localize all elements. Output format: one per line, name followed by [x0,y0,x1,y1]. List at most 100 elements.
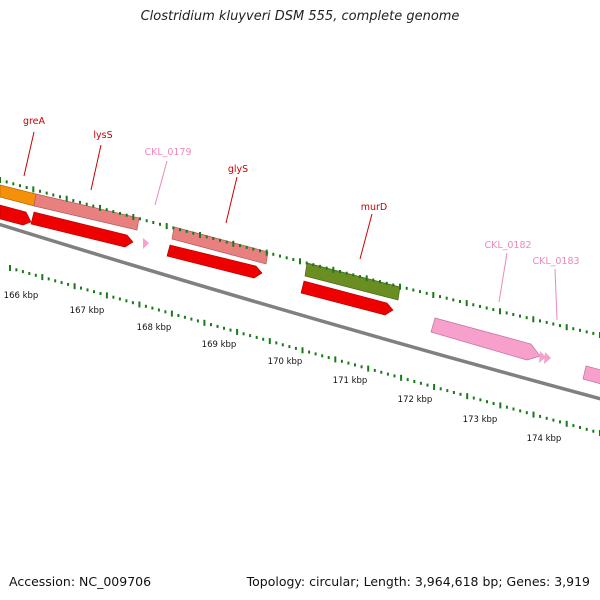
cds-glyS[interactable] [166,244,263,279]
inner-minor-tick [86,288,89,292]
inner-minor-tick [552,418,555,422]
inner-major-tick [203,319,206,326]
outer-minor-tick [452,298,455,302]
label-glyS: glyS [228,164,248,175]
inner-minor-tick [229,328,232,332]
label-murD: murD [361,202,388,213]
inner-minor-tick [314,352,317,356]
gene-murD[interactable] [304,262,401,301]
inner-minor-tick [419,381,422,385]
inner-minor-tick [439,387,442,391]
inner-tick-ring [9,265,600,436]
tick-label-172: 172 kbp [398,395,433,405]
outer-minor-tick [339,270,341,273]
outer-minor-tick [485,306,488,310]
label-greA: greA [23,116,46,127]
inner-minor-tick [210,323,212,327]
outer-minor-tick [512,313,515,316]
outer-minor-tick [412,288,415,292]
outer-minor-tick [479,304,481,308]
inner-major-tick [170,310,173,317]
gene-next[interactable] [582,365,600,385]
inner-minor-tick [47,277,50,281]
inner-major-tick [565,420,568,427]
outer-minor-tick [145,219,148,223]
outer-major-tick [265,249,268,256]
outer-minor-tick [179,228,181,232]
outer-minor-tick [585,330,588,334]
inner-major-tick [499,402,502,409]
inner-major-tick [466,393,469,400]
genome-info-text: Topology: circular; Length: 3,964,618 bp… [246,574,590,589]
outer-minor-tick [192,231,195,235]
outer-minor-tick [139,217,141,221]
inner-minor-tick [255,335,258,339]
tick-label-174: 174 kbp [527,434,562,444]
gene-track [0,184,600,385]
leader-CKL-0182 [498,252,508,303]
gene-CKL-0179[interactable] [143,238,149,249]
inner-minor-tick [406,378,409,382]
inner-minor-tick [308,350,311,354]
inner-minor-tick [486,400,488,404]
tick-label-168: 168 kbp [137,323,172,333]
gene-glyS[interactable] [171,226,269,265]
outer-minor-tick [539,319,541,323]
inner-minor-tick [275,341,278,345]
inner-major-tick [138,301,141,308]
outer-major-tick [299,258,301,265]
outer-minor-tick [272,252,275,256]
backbone-arc [0,222,600,401]
inner-minor-tick [592,429,595,433]
outer-minor-tick [459,300,461,303]
outer-minor-tick [292,258,295,261]
outer-major-tick [465,300,468,307]
tick-label-170: 170 kbp [268,357,303,367]
outer-minor-tick [225,240,228,244]
inner-minor-tick [380,370,383,374]
cds-lysS[interactable] [30,211,134,248]
outer-minor-tick [325,266,328,270]
leader-CKL-0179 [154,160,168,206]
tick-label-171: 171 kbp [333,376,368,386]
outer-major-tick [165,223,168,230]
cds-greA[interactable] [0,204,32,226]
gene-CKL-0182[interactable] [430,317,541,361]
gene-lysS[interactable] [33,193,140,231]
inner-minor-tick [360,365,363,369]
gene-CKL-0183[interactable] [539,351,546,363]
tick-label-169: 169 kbp [202,340,237,350]
inner-minor-tick [288,345,291,349]
outer-minor-tick [45,191,48,195]
outer-major-tick [365,275,368,282]
inner-minor-tick [281,343,284,347]
outer-minor-tick [405,286,408,290]
inner-minor-tick [393,374,396,378]
outer-minor-tick [319,264,321,268]
outer-minor-tick [425,291,428,295]
outer-minor-tick [172,226,175,230]
inner-minor-tick [585,427,588,431]
cds-murD[interactable] [300,280,394,316]
outer-minor-tick [245,245,248,249]
inner-minor-tick [327,356,330,360]
gene-greA[interactable] [0,184,37,207]
outer-minor-tick [152,221,155,224]
inner-minor-tick [525,411,528,415]
inner-minor-tick [151,306,154,310]
inner-minor-tick [93,290,95,294]
inner-major-tick [268,338,271,345]
outer-minor-tick [519,314,521,318]
outer-minor-tick [285,256,288,260]
inner-minor-tick [452,391,455,394]
outer-major-tick [232,240,235,247]
outer-minor-tick [212,237,215,240]
gene-labels: greA lysS CKL_0179 glyS murD CKL_0182 CK… [23,116,580,267]
outer-minor-tick [552,322,555,326]
inner-minor-tick [242,332,245,336]
inner-minor-tick [196,319,199,323]
inner-major-tick [41,274,44,281]
gene-CKL-0183-b[interactable] [544,352,551,364]
outer-major-tick [32,186,35,193]
